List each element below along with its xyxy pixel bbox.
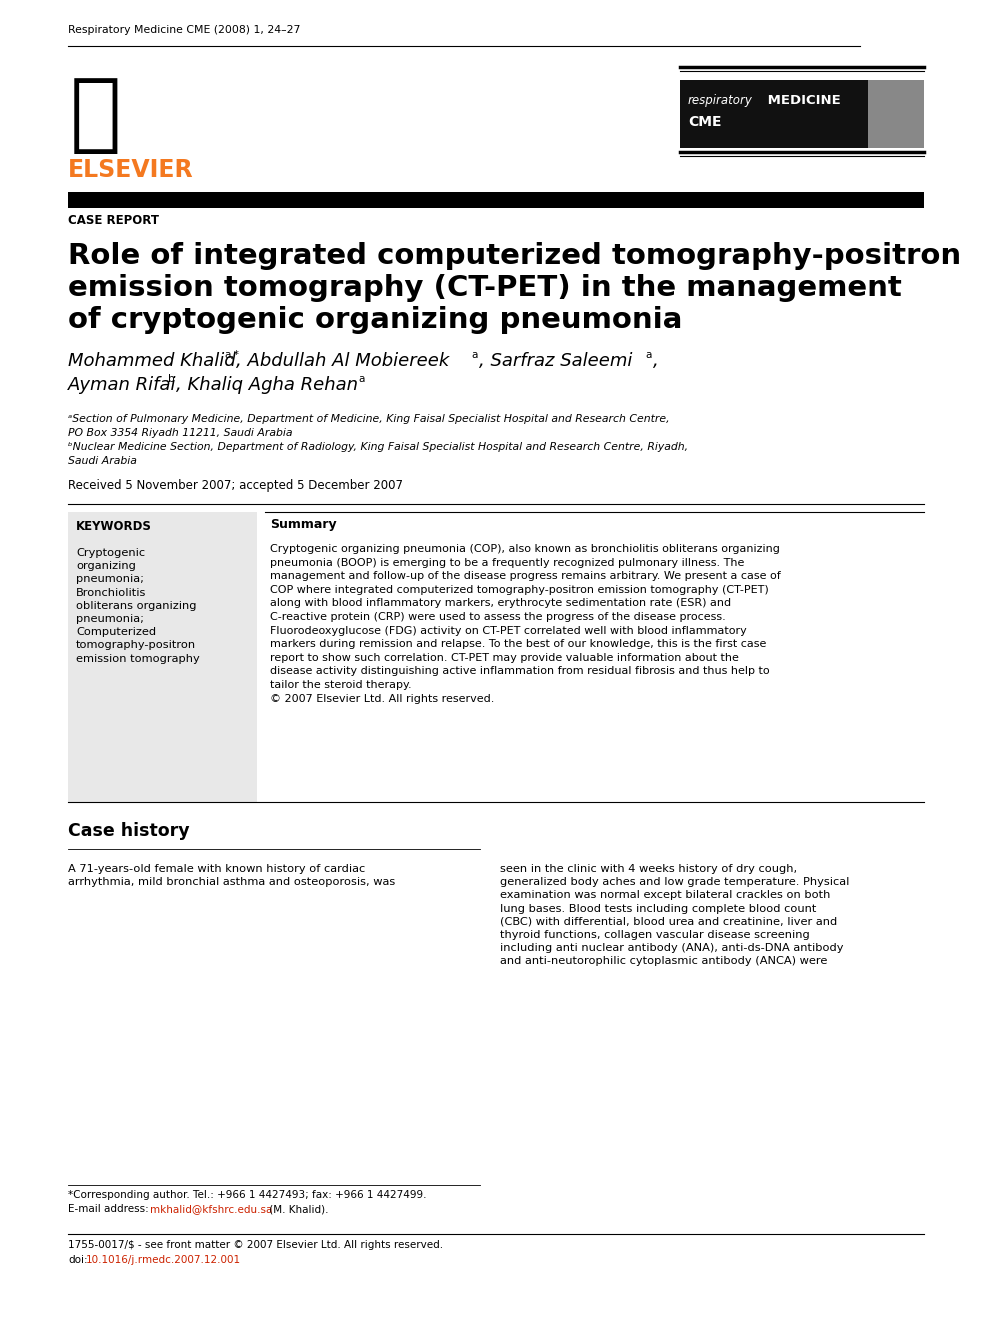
Text: Mohammed Khalid: Mohammed Khalid <box>68 352 236 370</box>
Text: , Khaliq Agha Rehan: , Khaliq Agha Rehan <box>176 376 358 394</box>
Text: E-mail address:: E-mail address: <box>68 1204 152 1215</box>
Text: Case history: Case history <box>68 822 189 840</box>
Text: seen in the clinic with 4 weeks history of dry cough,
generalized body aches and: seen in the clinic with 4 weeks history … <box>500 864 849 966</box>
Text: b: b <box>168 374 175 384</box>
Text: Respiratory Medicine CME (2008) 1, 24–27: Respiratory Medicine CME (2008) 1, 24–27 <box>68 25 301 34</box>
Bar <box>68 56 176 164</box>
Text: CASE REPORT: CASE REPORT <box>68 214 159 228</box>
Text: PO Box 3354 Riyadh 11211, Saudi Arabia: PO Box 3354 Riyadh 11211, Saudi Arabia <box>68 429 293 438</box>
Bar <box>680 79 895 148</box>
Text: , Abdullah Al Mobiereek: , Abdullah Al Mobiereek <box>236 352 449 370</box>
Text: 🌳: 🌳 <box>70 74 122 156</box>
Text: doi:: doi: <box>68 1256 87 1265</box>
Bar <box>68 512 257 802</box>
Text: ᵃSection of Pulmonary Medicine, Department of Medicine, King Faisal Specialist H: ᵃSection of Pulmonary Medicine, Departme… <box>68 414 670 423</box>
Text: Summary: Summary <box>270 519 336 531</box>
Text: Ayman Rifai: Ayman Rifai <box>68 376 177 394</box>
Text: a: a <box>645 351 652 360</box>
Text: Cryptogenic organizing pneumonia (COP), also known as bronchiolitis obliterans o: Cryptogenic organizing pneumonia (COP), … <box>270 544 781 704</box>
Text: Cryptogenic
organizing
pneumonia;
Bronchiolitis
obliterans organizing
pneumonia;: Cryptogenic organizing pneumonia; Bronch… <box>76 548 199 664</box>
Text: (M. Khalid).: (M. Khalid). <box>266 1204 328 1215</box>
Bar <box>868 79 924 148</box>
Text: CME: CME <box>688 115 721 130</box>
Text: a,*: a,* <box>224 351 239 360</box>
Text: *Corresponding author. Tel.: +966 1 4427493; fax: +966 1 4427499.: *Corresponding author. Tel.: +966 1 4427… <box>68 1189 427 1200</box>
Text: ᵇNuclear Medicine Section, Department of Radiology, King Faisal Specialist Hospi: ᵇNuclear Medicine Section, Department of… <box>68 442 688 452</box>
Text: , Sarfraz Saleemi: , Sarfraz Saleemi <box>479 352 632 370</box>
Text: respiratory: respiratory <box>688 94 753 107</box>
Bar <box>68 192 924 208</box>
Text: a: a <box>471 351 477 360</box>
Text: Role of integrated computerized tomography-positron: Role of integrated computerized tomograp… <box>68 242 961 270</box>
Text: of cryptogenic organizing pneumonia: of cryptogenic organizing pneumonia <box>68 306 682 333</box>
Text: mkhalid@kfshrc.edu.sa: mkhalid@kfshrc.edu.sa <box>150 1204 273 1215</box>
Text: emission tomography (CT-PET) in the management: emission tomography (CT-PET) in the mana… <box>68 274 902 302</box>
Text: ELSEVIER: ELSEVIER <box>68 157 193 183</box>
Text: MEDICINE: MEDICINE <box>763 94 841 107</box>
Text: KEYWORDS: KEYWORDS <box>76 520 152 533</box>
Text: 10.1016/j.rmedc.2007.12.001: 10.1016/j.rmedc.2007.12.001 <box>86 1256 241 1265</box>
Text: Saudi Arabia: Saudi Arabia <box>68 456 137 466</box>
Text: 1755-0017/$ - see front matter © 2007 Elsevier Ltd. All rights reserved.: 1755-0017/$ - see front matter © 2007 El… <box>68 1240 443 1250</box>
Text: A 71-years-old female with known history of cardiac
arrhythmia, mild bronchial a: A 71-years-old female with known history… <box>68 864 395 888</box>
Text: ,: , <box>653 352 659 370</box>
Text: Received 5 November 2007; accepted 5 December 2007: Received 5 November 2007; accepted 5 Dec… <box>68 479 403 492</box>
Text: a: a <box>358 374 364 384</box>
